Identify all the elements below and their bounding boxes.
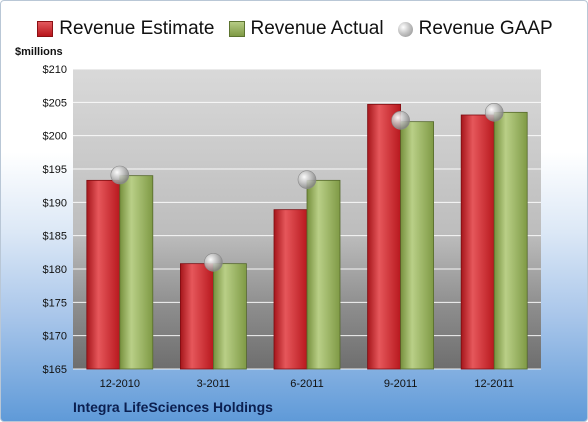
company-name: Integra LifeSciences Holdings [73, 399, 273, 415]
units-label: $millions [15, 46, 63, 58]
x-axis-ticks: 12-2010 3-2011 6-2011 9-2011 12-2011 [100, 378, 514, 390]
y-tick-label: $165 [43, 364, 67, 376]
x-tick-label: 12-2010 [100, 378, 140, 390]
y-tick-label: $205 [43, 97, 67, 109]
legend-item-actual: Revenue Actual [228, 18, 384, 40]
legend: Revenue Estimate Revenue Actual Revenue … [1, 15, 587, 43]
bar-actual [493, 111, 528, 370]
gaap-marker [484, 103, 504, 122]
gaap-marker [204, 253, 223, 272]
y-tick-label: $185 [43, 231, 67, 243]
legend-swatch-gaap [397, 21, 413, 37]
gaap-marker [110, 165, 130, 185]
gaap-marker [391, 111, 410, 130]
y-tick-label: $190 [43, 197, 67, 209]
bar-estimate [273, 209, 308, 370]
legend-item-gaap: Revenue GAAP [397, 18, 553, 40]
legend-swatch-estimate [37, 21, 54, 37]
gaap-markers [110, 103, 504, 272]
x-tick-label: 12-2011 [474, 378, 514, 390]
y-tick-label: $175 [43, 297, 67, 309]
legend-label-gaap: Revenue GAAP [418, 18, 553, 39]
bar-estimate [460, 114, 495, 370]
bar-actual [212, 263, 247, 370]
gaap-marker [297, 170, 317, 189]
bar-estimate [179, 263, 214, 370]
bars [86, 103, 528, 370]
y-tick-label: $180 [43, 264, 67, 276]
bar-estimate [86, 179, 121, 370]
legend-item-estimate: Revenue Estimate [37, 18, 215, 40]
bar-actual [400, 121, 435, 370]
legend-swatch-actual [228, 21, 245, 37]
bar-actual [119, 175, 154, 370]
y-tick-label: $170 [43, 331, 67, 343]
legend-label-estimate: Revenue Estimate [59, 18, 215, 39]
y-tick-label: $200 [43, 131, 67, 143]
bar-estimate [367, 103, 402, 370]
x-tick-label: 6-2011 [290, 378, 323, 390]
x-tick-label: 3-2011 [197, 378, 230, 390]
y-tick-label: $210 [43, 64, 67, 76]
bar-actual [306, 179, 341, 370]
legend-label-actual: Revenue Actual [250, 18, 384, 39]
y-tick-label: $195 [43, 164, 67, 176]
x-tick-label: 9-2011 [384, 378, 417, 390]
y-axis-ticks: $165 $170 $175 $180 $185 $190 $195 $200 $205 $210 [43, 64, 67, 376]
